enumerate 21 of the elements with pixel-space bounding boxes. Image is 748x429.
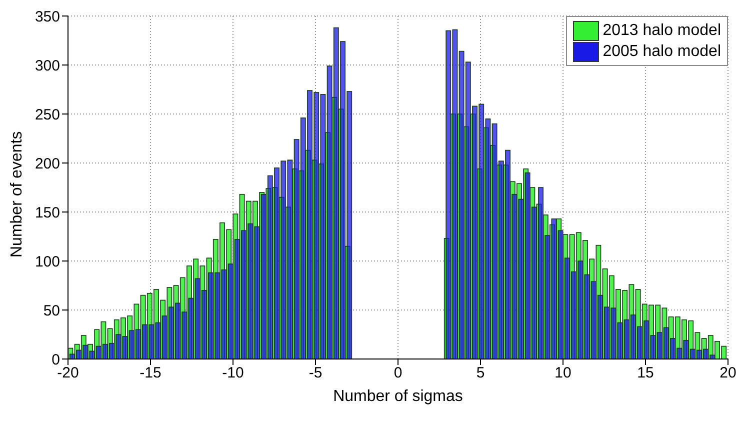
legend-label: 2005 halo model bbox=[602, 42, 721, 62]
y-tick-label: 300 bbox=[34, 57, 60, 74]
y-tick-label: 350 bbox=[34, 8, 60, 26]
x-tick-label: 15 bbox=[637, 364, 654, 382]
x-tick-label: 10 bbox=[554, 364, 572, 382]
y-tick-label: 0 bbox=[52, 351, 60, 368]
legend-label: 2013 halo model bbox=[602, 21, 721, 41]
x-axis-title: Number of sigmas bbox=[333, 388, 463, 405]
x-tick-label: -5 bbox=[308, 364, 322, 382]
y-tick-label: 100 bbox=[34, 253, 60, 270]
y-tick-label: 200 bbox=[34, 155, 60, 172]
x-tick-label: 0 bbox=[394, 364, 402, 382]
x-tick-label: 20 bbox=[720, 364, 736, 382]
y-axis-title: Number of events bbox=[8, 131, 26, 258]
y-tick-label: 50 bbox=[43, 302, 60, 320]
x-tick-label: 5 bbox=[476, 364, 485, 382]
y-tick-label: 250 bbox=[34, 106, 60, 124]
y-tick-label: 150 bbox=[34, 204, 60, 222]
x-tick-label: -10 bbox=[222, 364, 244, 382]
x-tick-label: -15 bbox=[140, 364, 162, 382]
x-tick-label: -20 bbox=[57, 364, 79, 382]
